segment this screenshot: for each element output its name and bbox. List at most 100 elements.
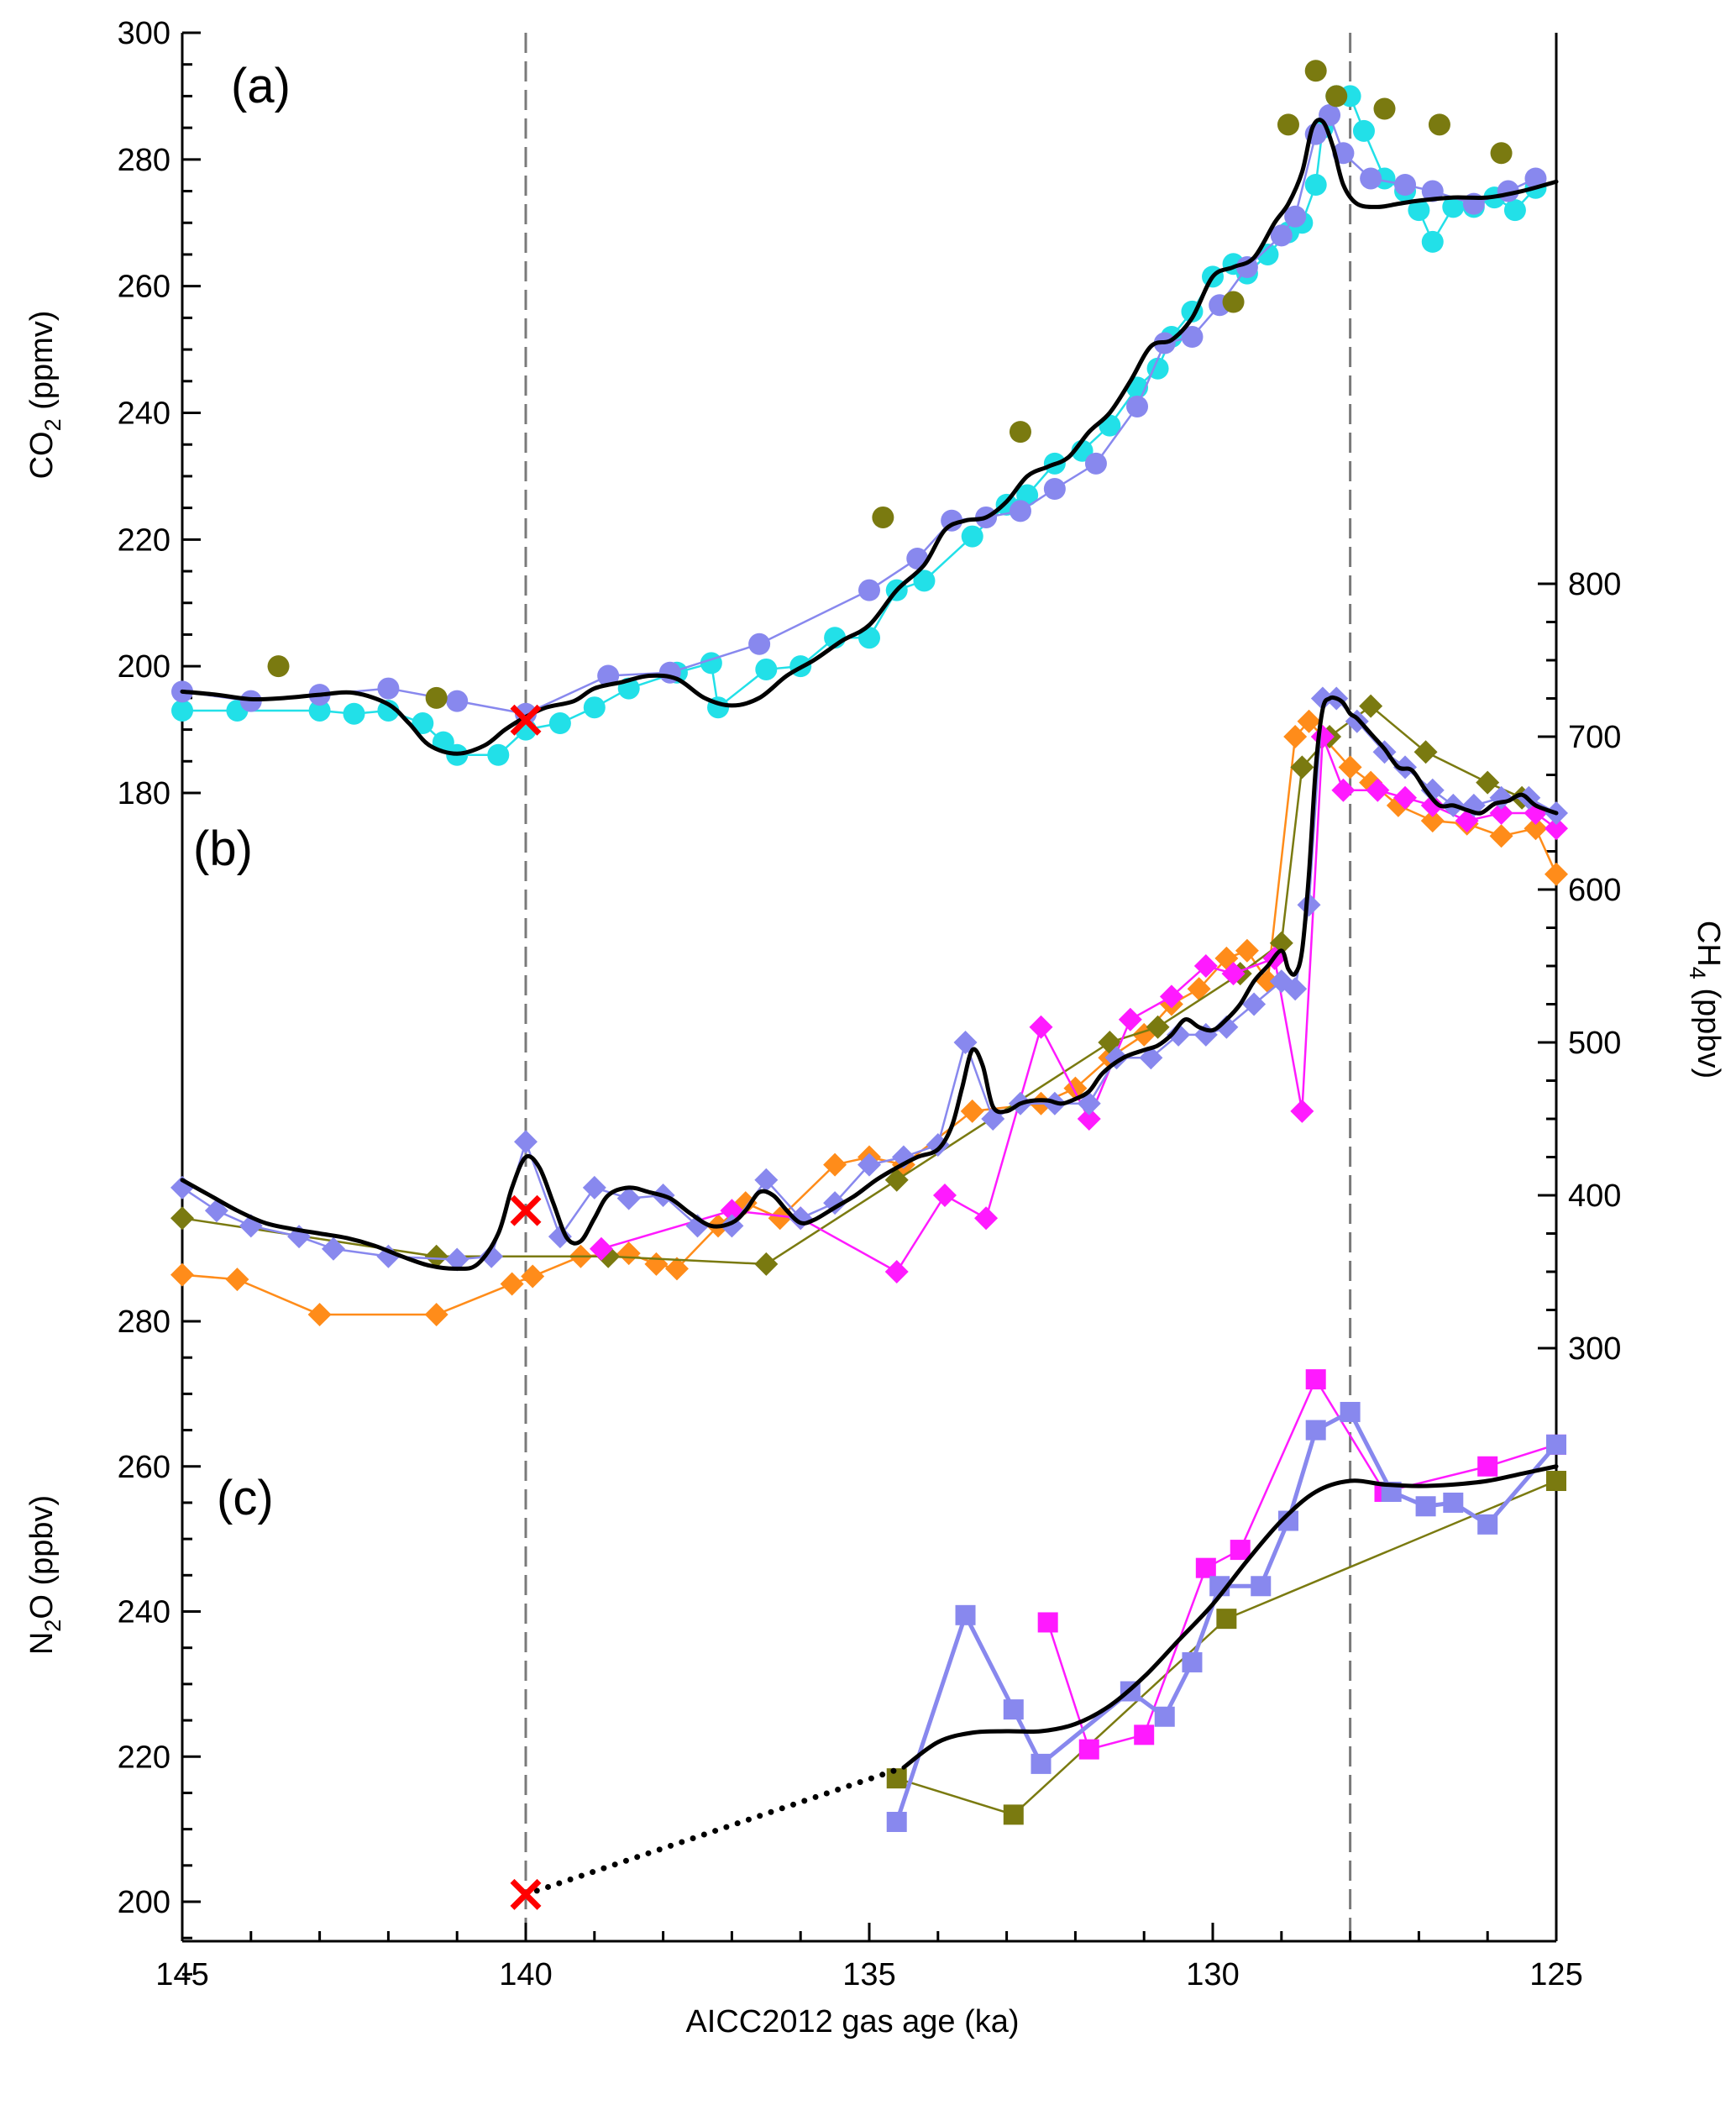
y-axis-title-main: CH — [1691, 921, 1726, 967]
data-point — [1009, 421, 1031, 444]
y-tick-label: 240 — [118, 396, 170, 432]
panel-label: (c) — [217, 1471, 274, 1525]
y-tick-label: 260 — [118, 1450, 170, 1485]
data-point — [1187, 977, 1211, 1001]
data-point — [616, 1186, 641, 1210]
y-axis-title: N2O (ppbv) — [24, 1495, 66, 1655]
fit-curve — [180, 118, 1559, 756]
data-point — [521, 1264, 545, 1289]
y-tick-label: 500 — [1568, 1026, 1621, 1061]
data-point — [1214, 1015, 1239, 1039]
data-point — [1340, 1401, 1361, 1422]
data-point — [589, 1236, 613, 1261]
data-point — [1477, 1514, 1498, 1535]
data-point — [1331, 778, 1356, 802]
data-point — [1394, 174, 1417, 196]
data-point — [1489, 824, 1513, 848]
y-tick-label: 700 — [1568, 720, 1621, 755]
x-tick-label: 125 — [1529, 1957, 1582, 1992]
data-point — [1325, 85, 1348, 108]
data-point — [1251, 1576, 1272, 1597]
data-point — [1420, 793, 1445, 817]
data-point — [377, 677, 400, 700]
data-point — [1134, 1724, 1155, 1745]
data-point — [1230, 1540, 1251, 1561]
fit-curves-layer — [180, 118, 1559, 1898]
data-point — [1182, 1651, 1203, 1672]
data-point — [1413, 740, 1438, 764]
data-point — [480, 1244, 504, 1268]
y-axis-title: CH4 (ppbv) — [1685, 921, 1726, 1079]
data-point — [1043, 478, 1066, 500]
x-marker-stroke — [510, 1194, 542, 1226]
reference-lines-layer — [524, 33, 1352, 1941]
series-cyan-circle — [171, 85, 1547, 766]
data-point — [412, 712, 434, 735]
data-point — [1477, 1456, 1498, 1477]
data-point — [1310, 686, 1335, 711]
data-point — [548, 1225, 572, 1249]
x-marker — [510, 1878, 542, 1910]
data-point — [225, 1268, 249, 1292]
panel-label: (a) — [231, 59, 291, 113]
data-point — [884, 1260, 909, 1283]
fit-curve — [901, 1464, 1559, 1770]
data-point — [343, 702, 365, 725]
data-point — [321, 1236, 345, 1261]
data-point — [913, 570, 936, 592]
data-point — [308, 699, 331, 722]
data-point — [424, 1302, 448, 1326]
data-point — [755, 658, 778, 680]
data-point — [858, 579, 880, 601]
data-point — [644, 1252, 669, 1276]
x-tick-label: 135 — [842, 1957, 895, 1992]
data-point — [1029, 1015, 1053, 1039]
data-point — [1421, 230, 1444, 253]
series-layer — [170, 60, 1568, 1832]
data-point — [1524, 816, 1548, 841]
series-magenta-diamond — [589, 725, 1568, 1283]
x-tick-label: 140 — [499, 1957, 552, 1992]
x-markers-layer — [510, 704, 542, 1910]
data-point — [700, 652, 722, 675]
y-axis-title-sub: 2 — [40, 418, 66, 431]
series-olive-square — [886, 1471, 1566, 1825]
panel-label: (b) — [193, 822, 253, 876]
data-point — [1031, 1753, 1052, 1774]
data-point — [514, 1130, 538, 1154]
data-point — [664, 1257, 689, 1281]
y-axis-title-tail: O (ppbv) — [24, 1495, 60, 1619]
y-tick-label: 800 — [1568, 567, 1621, 602]
y-axis-title-main: N — [24, 1632, 60, 1655]
y-tick-label: 400 — [1568, 1178, 1621, 1214]
data-point — [446, 690, 469, 712]
data-point — [1235, 938, 1259, 963]
x-marker-stroke — [510, 1878, 542, 1910]
data-point — [1359, 694, 1383, 718]
data-point — [754, 1168, 779, 1192]
data-point — [1442, 196, 1465, 218]
fit-curve — [180, 695, 1559, 1271]
series-periwinkle-square — [886, 1401, 1566, 1832]
data-point — [823, 1152, 847, 1177]
data-point — [1546, 1434, 1566, 1455]
data-point — [1242, 992, 1267, 1016]
data-point — [1373, 97, 1396, 120]
data-point — [1290, 1099, 1314, 1123]
data-point — [1146, 1015, 1170, 1039]
ticks-layer — [181, 31, 1558, 1976]
data-point — [1304, 60, 1327, 82]
data-point — [1277, 113, 1299, 136]
data-point — [170, 1206, 194, 1231]
data-point — [1297, 893, 1321, 917]
data-point — [307, 1302, 332, 1326]
data-point — [1360, 167, 1382, 190]
data-point — [1297, 709, 1321, 733]
data-point — [445, 1247, 469, 1272]
data-point — [1545, 816, 1568, 841]
data-point — [597, 664, 620, 687]
series-olive-diamond — [170, 694, 1534, 1276]
series-line — [181, 705, 1523, 1266]
